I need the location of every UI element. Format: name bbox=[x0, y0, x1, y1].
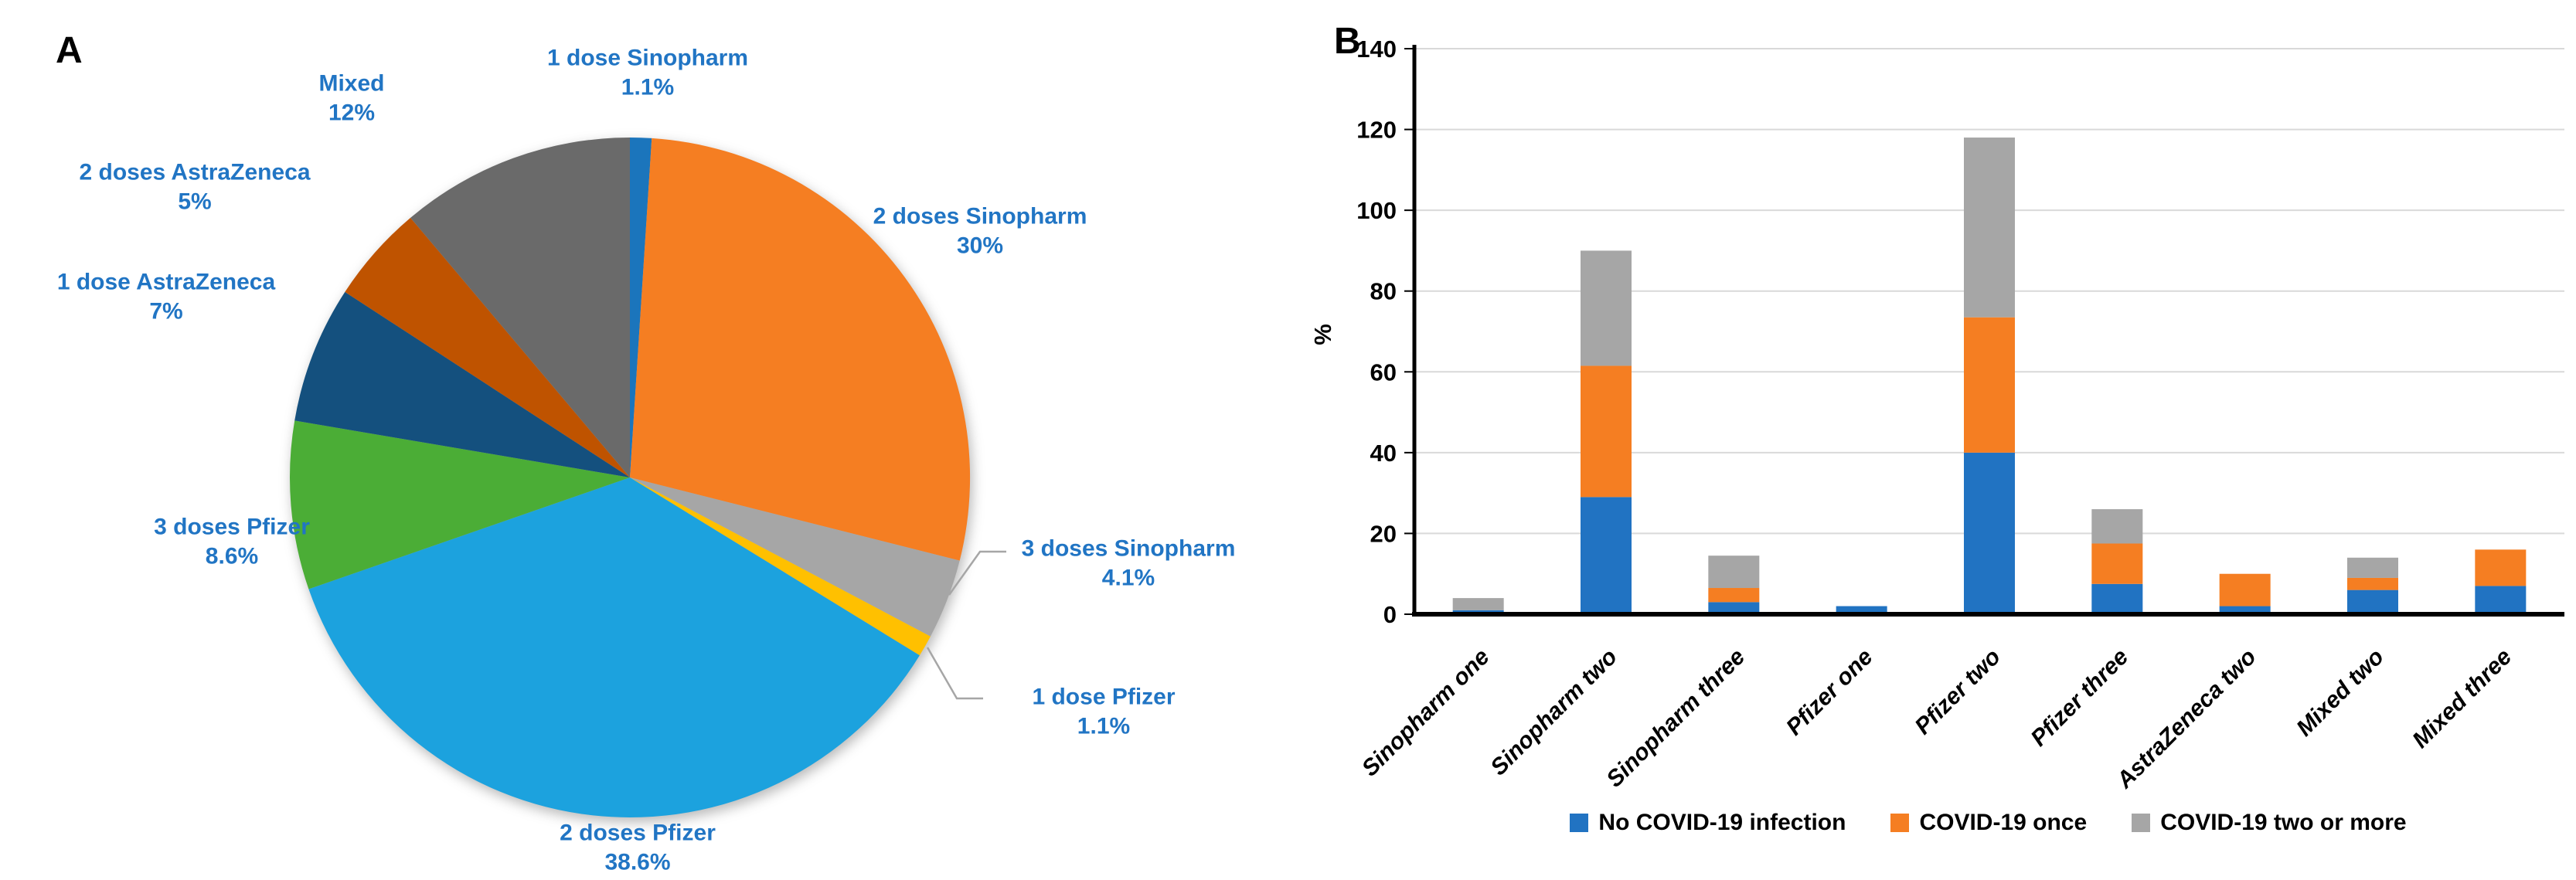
pie-label-name: 2 doses AstraZeneca bbox=[79, 159, 311, 185]
pie-label-name: 2 doses Pfizer bbox=[560, 820, 716, 846]
y-tick-label-140: 140 bbox=[1356, 36, 1397, 63]
chart-legend: No COVID-19 infection COVID-19 once COVID-… bbox=[1414, 810, 2562, 836]
pie-label-2-doses-sinopharm: 2 doses Sinopharm 30% bbox=[873, 202, 1087, 262]
pie-label-1-dose-pfizer: 1 dose Pfizer 1.1% bbox=[1032, 683, 1175, 742]
pie-slice-3-doses-sinopharm bbox=[630, 477, 960, 637]
pie-label-2-doses-pfizer: 2 doses Pfizer 38.6% bbox=[560, 819, 716, 878]
pie-label-percent: 12% bbox=[328, 100, 376, 126]
leader-line-3-doses-sinopharm bbox=[948, 550, 1006, 596]
bar-segment-sinopharm-two-covid-19-two-or-more bbox=[1581, 250, 1632, 366]
legend-label-covid-19-two-or-more: COVID-19 two or more bbox=[2160, 810, 2407, 835]
bar-segment-pfizer-one-no-covid-19-infection bbox=[1836, 606, 1887, 614]
panel-b-label: B bbox=[1334, 21, 1361, 62]
pie-label-1-dose-astrazeneca: 1 dose AstraZeneca 7% bbox=[57, 268, 275, 328]
x-tick-label-astrazeneca-two: AstraZeneca two bbox=[2112, 644, 2261, 794]
bar-segment-sinopharm-three-no-covid-19-infection bbox=[1708, 602, 1760, 614]
bar-segment-pfizer-three-covid-19-two-or-more bbox=[2091, 509, 2143, 544]
bar-segment-sinopharm-two-covid-19-once bbox=[1581, 365, 1632, 498]
legend-swatch-no-covid-19-infection bbox=[1570, 814, 1589, 832]
bar-segment-pfizer-two-no-covid-19-infection bbox=[1964, 452, 2015, 614]
pie-label-percent: 30% bbox=[956, 233, 1004, 259]
pie-label-name: 1 dose Sinopharm bbox=[546, 45, 749, 71]
legend-label-covid-19-once: COVID-19 once bbox=[1919, 810, 2088, 835]
x-tick-label-mixed-three: Mixed three bbox=[2408, 644, 2516, 753]
bar-segment-mixed-two-covid-19-once bbox=[2347, 577, 2398, 590]
x-tick-label-sinopharm-two: Sinopharm two bbox=[1485, 644, 1622, 781]
pie-label-1-dose-sinopharm: 1 dose Sinopharm 1.1% bbox=[547, 44, 748, 104]
pie-label-name: 3 doses Pfizer bbox=[154, 514, 310, 540]
x-tick-label-pfizer-two: Pfizer two bbox=[1910, 644, 2006, 740]
pie-label-percent: 38.6% bbox=[604, 850, 671, 875]
pie-label-percent: 1.1% bbox=[1077, 714, 1131, 739]
pie-label-name: 3 doses Sinopharm bbox=[1021, 535, 1236, 562]
y-tick-label-120: 120 bbox=[1356, 117, 1397, 144]
bar-segment-pfizer-two-covid-19-once bbox=[1964, 317, 2015, 453]
pie-chart bbox=[289, 137, 971, 817]
y-tick-label-40: 40 bbox=[1370, 440, 1397, 467]
pie-label-percent: 5% bbox=[178, 189, 212, 215]
pie-label-mixed: Mixed 12% bbox=[318, 70, 384, 129]
pie-slice-1-dose-astrazeneca bbox=[294, 291, 630, 477]
panel-a-label: A bbox=[56, 30, 83, 71]
x-tick-label-pfizer-three: Pfizer three bbox=[2026, 644, 2133, 752]
bar-segment-sinopharm-three-covid-19-two-or-more bbox=[1708, 556, 1760, 589]
pie-slice-2-doses-pfizer bbox=[308, 477, 920, 817]
bar-segment-mixed-three-no-covid-19-infection bbox=[2475, 586, 2527, 614]
bar-segment-sinopharm-three-covid-19-once bbox=[1708, 588, 1760, 603]
y-tick-label-0: 0 bbox=[1383, 601, 1397, 628]
legend-label-no-covid-19-infection: No COVID-19 infection bbox=[1598, 810, 1846, 835]
bar-segment-mixed-two-covid-19-two-or-more bbox=[2347, 557, 2398, 578]
pie-label-2-doses-astrazeneca: 2 doses AstraZeneca 5% bbox=[79, 158, 310, 218]
pie-slice-1-dose-pfizer bbox=[630, 477, 931, 656]
pie-leader-lines bbox=[926, 550, 1006, 700]
y-tick-label-60: 60 bbox=[1370, 358, 1397, 386]
pie-label-percent: 4.1% bbox=[1101, 566, 1155, 591]
pie-label-percent: 7% bbox=[149, 299, 183, 324]
y-tick-label-80: 80 bbox=[1370, 278, 1397, 305]
bar-segment-sinopharm-two-no-covid-19-infection bbox=[1581, 497, 1632, 614]
pie-label-name: 2 doses Sinopharm bbox=[873, 203, 1087, 229]
legend-item-covid-19-once: COVID-19 once bbox=[1890, 810, 2087, 836]
x-tick-label-mixed-two: Mixed two bbox=[2292, 644, 2389, 742]
pie-slice-2-doses-sinopharm bbox=[630, 138, 971, 561]
legend-swatch-covid-19-two-or-more bbox=[2132, 814, 2151, 832]
pie-label-percent: 1.1% bbox=[621, 75, 675, 100]
leader-line-1-dose-pfizer bbox=[926, 647, 983, 700]
pie-label-3-doses-pfizer: 3 doses Pfizer 8.6% bbox=[154, 513, 310, 573]
x-tick-label-pfizer-one: Pfizer one bbox=[1781, 644, 1878, 741]
y-tick-label-20: 20 bbox=[1370, 520, 1397, 547]
pie-slice-1-dose-sinopharm bbox=[630, 137, 652, 477]
legend-item-no-covid-19-infection: No COVID-19 infection bbox=[1570, 810, 1846, 836]
pie-label-3-doses-sinopharm: 3 doses Sinopharm 4.1% bbox=[1022, 535, 1236, 594]
pie-slice-mixed bbox=[410, 138, 630, 477]
bar-segment-pfizer-two-covid-19-two-or-more bbox=[1964, 138, 2015, 318]
bar-segment-pfizer-three-no-covid-19-infection bbox=[2091, 583, 2143, 614]
pie-slice-3-doses-pfizer bbox=[289, 420, 630, 589]
legend-swatch-covid-19-once bbox=[1890, 814, 1910, 832]
legend-item-covid-19-two-or-more: COVID-19 two or more bbox=[2132, 810, 2407, 836]
pie-label-percent: 8.6% bbox=[205, 544, 259, 569]
y-tick-label-100: 100 bbox=[1356, 197, 1397, 224]
bar-segment-sinopharm-one-covid-19-two-or-more bbox=[1452, 598, 1504, 610]
pie-label-name: 1 dose AstraZeneca bbox=[56, 269, 276, 295]
bar-segment-mixed-three-covid-19-once bbox=[2475, 549, 2527, 586]
pie-label-name: Mixed bbox=[318, 70, 385, 97]
bar-segment-mixed-two-no-covid-19-infection bbox=[2347, 589, 2398, 614]
x-tick-label-sinopharm-three: Sinopharm three bbox=[1601, 644, 1750, 793]
x-tick-label-sinopharm-one: Sinopharm one bbox=[1357, 644, 1495, 782]
pie-label-name: 1 dose Pfizer bbox=[1032, 684, 1176, 710]
bar-segment-astrazeneca-two-covid-19-once bbox=[2219, 573, 2271, 606]
bar-segment-astrazeneca-two-no-covid-19-infection bbox=[2219, 606, 2271, 614]
bar-segment-pfizer-three-covid-19-once bbox=[2091, 543, 2143, 584]
pie-slice-2-doses-astrazeneca bbox=[345, 217, 630, 477]
